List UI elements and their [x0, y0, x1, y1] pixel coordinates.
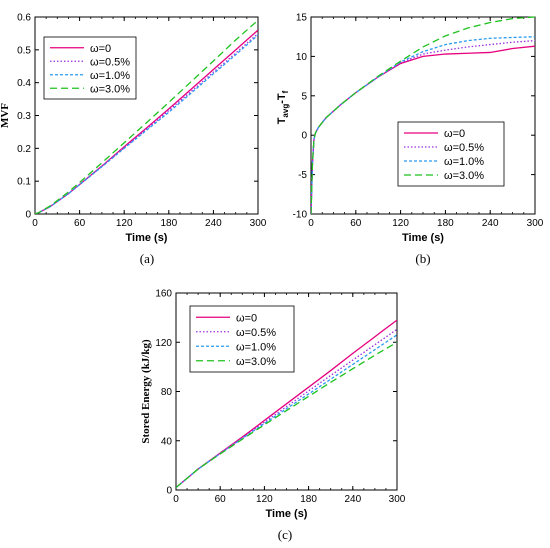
x-tick-label: 60 — [350, 218, 362, 229]
y-tick-label: 0.5 — [17, 45, 31, 56]
series-line-a-2 — [35, 34, 258, 214]
legend-label: ω=0 — [444, 128, 465, 140]
legend-label: ω=0.5% — [444, 142, 484, 154]
x-axis-title: Time (s) — [266, 508, 308, 520]
y-title-sub2: f — [281, 90, 290, 93]
y-tick-label: 160 — [155, 289, 172, 300]
y-tick-label: 0 — [25, 210, 31, 221]
y-title-mid: -T — [276, 93, 288, 104]
chart-panel-c: 0 60 120 180 240 300 0 40 80 120 160 Time (s) Stored… — [140, 289, 406, 543]
panel-label: (b) — [415, 251, 430, 266]
panel-label: (a) — [140, 251, 154, 266]
chart-panel-b: 0 60 120 180 240 300 -10 -5 0 5 10 15 Time (s) Tavg-T… — [276, 13, 544, 267]
y-tick-label: 80 — [161, 387, 173, 398]
y-tick-label: -5 — [298, 170, 307, 181]
y-tick-label: 0.4 — [17, 78, 31, 89]
legend-label: ω=0 — [236, 312, 257, 324]
y-title-sub: avg — [281, 104, 290, 118]
x-tick-label: 120 — [392, 218, 409, 229]
legend: ω=0 ω=0.5% ω=1.0% ω=3.0% — [397, 121, 505, 187]
x-tick-label: 180 — [160, 218, 177, 229]
x-tick-label: 0 — [308, 218, 314, 229]
series-line-c-2 — [176, 334, 397, 489]
legend-label: ω=1.0% — [90, 70, 130, 82]
x-tick-label: 300 — [389, 494, 406, 505]
legend-label: ω=1.0% — [236, 341, 276, 353]
x-tick-label: 0 — [32, 218, 38, 229]
x-axis-title: Time (s) — [126, 232, 168, 244]
y-tick-label: 15 — [296, 13, 308, 24]
x-tick-label: 180 — [300, 494, 317, 505]
y-tick-label: 0.6 — [17, 13, 31, 24]
y-tick-label: 5 — [301, 91, 307, 102]
x-tick-label: 120 — [256, 494, 273, 505]
y-tick-label: 0 — [301, 131, 307, 142]
chart-panel-a: 0 60 120 180 240 300 0 0.1 0.2 0.3 0.4 0.5 0.6 Time (… — [0, 13, 267, 267]
y-axis-title: Stored Energy (kJ/kg) — [140, 339, 152, 444]
x-tick-label: 120 — [116, 218, 133, 229]
x-tick-label: 240 — [482, 218, 499, 229]
legend-label: ω=3.0% — [444, 170, 484, 182]
x-tick-label: 300 — [527, 218, 544, 229]
x-tick-label: 0 — [173, 494, 179, 505]
series-line-b-2 — [311, 36, 535, 214]
legend: ω=0 ω=0.5% ω=1.0% ω=3.0% — [189, 305, 295, 373]
y-axis-title: MVF — [0, 103, 11, 128]
x-tick-label: 60 — [215, 494, 227, 505]
y-tick-label: 0 — [166, 486, 172, 497]
legend-label: ω=1.0% — [444, 156, 484, 168]
series-line-c-1 — [176, 328, 397, 489]
x-tick-label: 300 — [250, 218, 267, 229]
legend: ω=0ω=0.5% ω=1.0%ω=3.0% — [43, 36, 137, 100]
y-tick-label: 10 — [296, 52, 308, 63]
y-title-main: T — [276, 117, 288, 124]
legend-label: ω=3.0% — [236, 356, 276, 368]
x-axis-title: Time (s) — [402, 232, 444, 244]
legend-label: ω=3.0% — [90, 83, 130, 95]
legend-label: ω=0.5% — [236, 327, 276, 339]
y-axis-title: Tavg-Tf — [276, 90, 290, 124]
x-tick-label: 240 — [344, 494, 361, 505]
x-tick-label: 240 — [205, 218, 222, 229]
panel-label: (c) — [278, 527, 292, 542]
x-tick-label: 180 — [437, 218, 454, 229]
y-tick-label: 40 — [161, 436, 173, 447]
y-tick-label: 120 — [155, 338, 172, 349]
legend-label: ω=0 — [90, 43, 111, 55]
legend-label: ω=0.5% — [90, 56, 130, 68]
y-tick-label: -10 — [293, 210, 308, 221]
y-tick-label: 0.3 — [17, 111, 31, 122]
x-tick-label: 60 — [74, 218, 86, 229]
series-line-b-3 — [311, 16, 535, 214]
y-tick-label: 0.1 — [17, 177, 31, 188]
series-line-a-3 — [35, 19, 258, 214]
y-tick-label: 0.2 — [17, 144, 31, 155]
